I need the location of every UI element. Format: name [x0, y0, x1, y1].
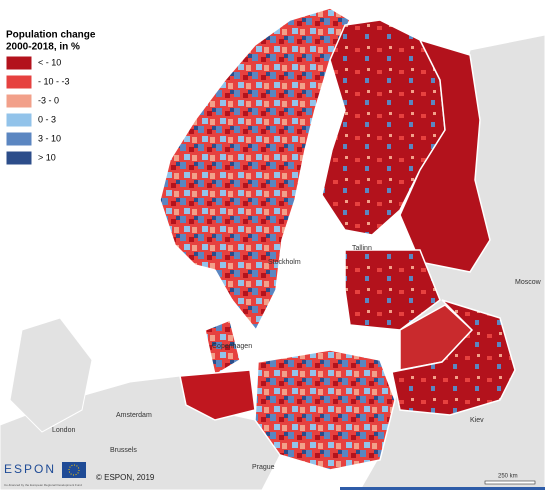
place-label: Copenhagen — [212, 343, 252, 350]
place-label: Amsterdam — [116, 412, 152, 419]
copyright: © ESPON, 2019 — [96, 473, 155, 482]
place-label: Kiev — [470, 417, 484, 424]
place-label: Tallinn — [352, 245, 372, 252]
legend-title: Population change — [6, 30, 96, 41]
legend-swatch — [5, 131, 33, 147]
study-area — [159, 7, 516, 471]
legend-swatch — [5, 93, 33, 109]
place-labels: Moscow Kiev London Amsterdam Brussels Pr… — [52, 245, 542, 471]
bottom-strip — [340, 487, 545, 490]
legend-swatch — [5, 150, 33, 166]
logo-text: ESPON — [4, 462, 56, 476]
place-label: Moscow — [515, 279, 542, 286]
legend-label: 3 - 10 — [38, 133, 61, 143]
funding-note: Co-financed by the European Regional Dev… — [4, 483, 82, 487]
scale-bar — [484, 480, 536, 485]
legend-label: - 10 - -3 — [38, 76, 70, 86]
place-label: London — [52, 427, 75, 434]
place-label: Brussels — [110, 447, 137, 454]
legend-label: > 10 — [38, 152, 56, 162]
legend-swatch — [5, 112, 33, 128]
footer: ESPON © ESPON, 2019 Co-financed by the E… — [4, 462, 545, 490]
legend-label: -3 - 0 — [38, 95, 59, 105]
legend: Population change 2000-2018, in % < - 10… — [5, 30, 96, 166]
eu-stars — [68, 464, 80, 476]
legend-label: 0 - 3 — [38, 114, 56, 124]
eu-flag — [62, 462, 86, 478]
legend-swatch — [5, 55, 33, 71]
place-label: Prague — [252, 464, 275, 471]
legend-label: < - 10 — [38, 57, 61, 67]
scale-label: 250 km — [498, 474, 518, 480]
legend-swatch — [5, 74, 33, 90]
place-label: Stockholm — [268, 259, 301, 266]
legend-title: 2000-2018, in % — [6, 42, 80, 53]
